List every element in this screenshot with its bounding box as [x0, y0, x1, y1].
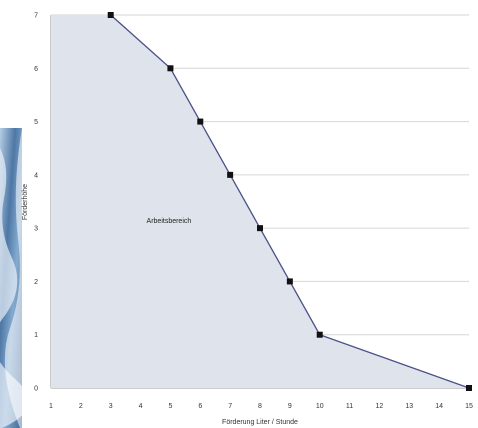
x-tick-7: 7	[228, 403, 232, 410]
series-line	[110, 14, 470, 389]
x-tick-13: 13	[405, 403, 413, 410]
area-fill	[51, 15, 469, 388]
y-tick-0: 0	[34, 386, 38, 393]
y-tick-2: 2	[34, 279, 38, 286]
x-tick-6: 6	[198, 403, 202, 410]
data-point-10	[316, 331, 323, 338]
x-axis-title: Förderung Liter / Stunde	[222, 419, 298, 426]
data-point-7	[227, 171, 234, 178]
y-axis-title: Förderhöhe	[22, 184, 29, 220]
x-tick-5: 5	[168, 403, 172, 410]
y-tick-1: 1	[34, 332, 38, 339]
y-tick-7: 7	[34, 13, 38, 20]
data-point-6	[197, 118, 204, 125]
data-point-15	[466, 385, 472, 391]
x-tick-9: 9	[288, 403, 292, 410]
data-point-8	[257, 225, 263, 232]
x-tick-4: 4	[139, 403, 143, 410]
data-markers	[107, 12, 472, 391]
y-tick-4: 4	[34, 172, 38, 179]
x-tick-labels: 1 2 3 4 5 6 7 8 9 10 11 12 13 14 15	[49, 403, 473, 410]
x-tick-10: 10	[316, 403, 324, 410]
x-tick-3: 3	[109, 403, 113, 410]
x-tick-8: 8	[258, 403, 262, 410]
x-tick-12: 12	[376, 403, 384, 410]
data-point-3	[107, 12, 114, 18]
data-point-5	[167, 65, 174, 72]
x-tick-15: 15	[465, 403, 473, 410]
y-tick-5: 5	[34, 119, 38, 126]
x-tick-1: 1	[49, 403, 53, 410]
x-tick-2: 2	[79, 403, 83, 410]
x-tick-14: 14	[435, 403, 443, 410]
annotation-label: Arbeitsbereich	[147, 218, 192, 225]
decorative-water-image	[0, 128, 22, 428]
x-tick-11: 11	[346, 403, 353, 410]
y-tick-labels: 0 1 2 3 4 5 6 7	[34, 13, 38, 393]
y-tick-3: 3	[34, 226, 38, 233]
data-point-9	[286, 278, 293, 285]
y-tick-6: 6	[34, 66, 38, 73]
